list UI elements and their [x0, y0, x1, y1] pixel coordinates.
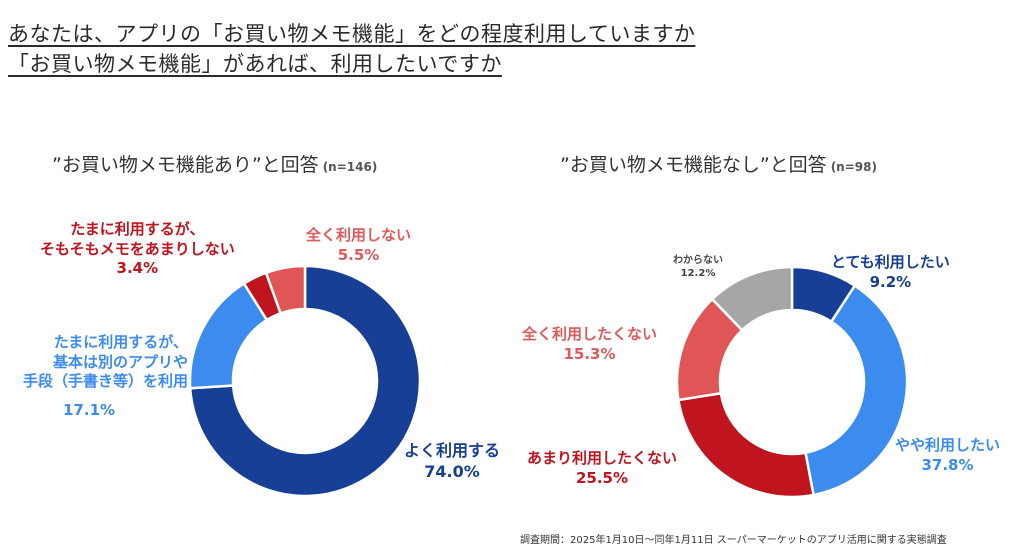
donut-chart-1 — [188, 264, 422, 498]
chart-1-title: ”お買い物メモ機能あり”と回答 (n=146) — [52, 150, 377, 177]
chart-1-slice-3 — [264, 264, 307, 315]
chart-1-title-text: ”お買い物メモ機能あり”と回答 — [52, 154, 319, 176]
chart-2-title: ”お買い物メモ機能なし”と回答 (n=98) — [560, 150, 877, 177]
chart-2-slice-4 — [710, 265, 794, 332]
chart-1-pct-rarely-memo: 3.4% — [116, 259, 159, 277]
headline-question-2: 「お買い物メモ機能」があれば、利用したいですか — [8, 52, 502, 76]
chart-1-label-never-use-text: 全く利用しない — [306, 226, 412, 244]
chart-1-label-never-use: 全く利用しない 5.5% — [306, 226, 411, 265]
chart-1-label-other-app-l3: 手段（手書き等）を利用 — [22, 372, 188, 390]
chart-1-label-other-app: たまに利用するが、 基本は別のアプリや 手段（手書き等）を利用 — [23, 333, 188, 392]
chart-2-label-not-much-want: あまり利用したくない 25.5% — [527, 449, 677, 488]
chart-1-label-rarely-memo-l1: たまに利用するが、 — [70, 220, 205, 238]
donut-chart-2 — [675, 265, 909, 499]
chart-2-label-very-want-text: とても利用したい — [831, 253, 950, 271]
chart-1-pct-never-use: 5.5% — [337, 245, 380, 264]
chart-1-label-rarely-memo-l2: そもそもメモをあまりしない — [40, 239, 235, 258]
chart-1-pct-other-app: 17.1% — [63, 401, 116, 419]
chart-2-pct-not-much-want: 25.5% — [575, 468, 629, 487]
chart-2-label-not-at-all-want: 全く利用したくない 15.3% — [522, 325, 657, 364]
chart-2-pct-dont-know: 12.2% — [680, 268, 716, 279]
chart-1-label-rarely-memo: たまに利用するが、 そもそもメモをあまりしない 3.4% — [40, 220, 235, 279]
chart-2-slice-1 — [804, 283, 909, 497]
chart-2-label-somewhat-want: やや利用したい 37.8% — [895, 436, 1000, 475]
chart-1-label-often-use-text: よく利用する — [404, 441, 501, 460]
chart-2-sample-size: (n=98) — [830, 160, 877, 174]
survey-footnote: 調査期間：2025年1月10日～同年1月11日 スーパーマーケットのアプリ活用に… — [520, 535, 947, 546]
headline-question-1: あなたは、アプリの「お買い物メモ機能」をどの程度利用していますか — [8, 22, 696, 46]
chart-1-label-often-use: よく利用する 74.0% — [404, 441, 500, 483]
chart-2-label-dont-know-text: わからない — [673, 255, 723, 266]
chart-1-pct-often-use: 74.0% — [424, 461, 480, 481]
chart-2-label-dont-know: わからない 12.2% — [673, 254, 723, 280]
chart-1-sample-size: (n=146) — [322, 160, 378, 174]
chart-2-label-somewhat-want-text: やや利用したい — [895, 436, 1001, 454]
chart-2-label-not-much-want-text: あまり利用したくない — [527, 449, 678, 467]
chart-2-slice-2 — [676, 391, 816, 499]
chart-1-slice-0 — [188, 264, 422, 498]
chart-2-pct-not-at-all-want: 15.3% — [563, 344, 616, 363]
chart-2-title-text: ”お買い物メモ機能なし”と回答 — [560, 154, 827, 176]
chart-2-label-very-want: とても利用したい 9.2% — [831, 253, 950, 292]
chart-1-label-other-app-l2: 基本は別のアプリや — [52, 352, 188, 371]
chart-2-label-not-at-all-want-text: 全く利用したくない — [522, 325, 658, 343]
chart-2-pct-somewhat-want: 37.8% — [921, 455, 974, 474]
chart-1-label-other-app-l1: たまに利用するが、 — [53, 333, 188, 351]
chart-2-pct-very-want: 9.2% — [869, 272, 912, 291]
